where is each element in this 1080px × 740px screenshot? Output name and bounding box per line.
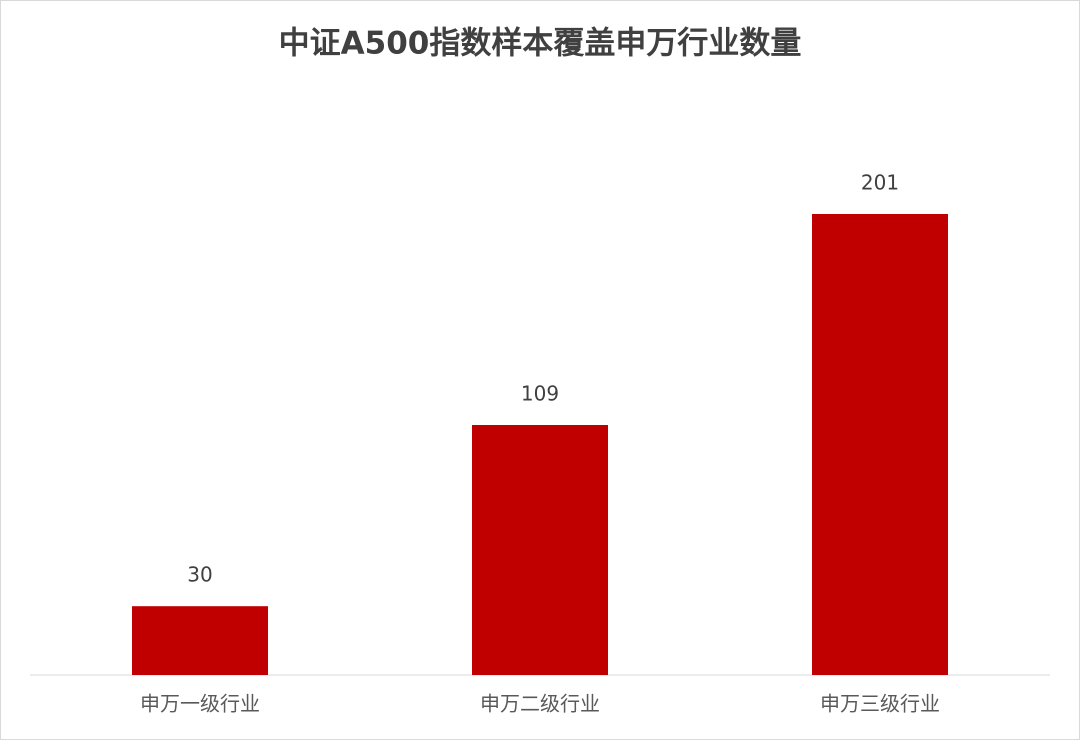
bar (132, 606, 268, 675)
x-tick-label: 申万二级行业 (480, 692, 600, 716)
data-label: 30 (187, 563, 212, 587)
x-tick-label: 申万三级行业 (820, 692, 940, 716)
data-label: 109 (521, 382, 559, 406)
chart-title: 中证A500指数样本覆盖申万行业数量 (279, 26, 802, 62)
bar (812, 214, 948, 675)
bar (472, 425, 608, 675)
data-label: 201 (861, 171, 899, 195)
x-tick-label: 申万一级行业 (140, 692, 260, 716)
